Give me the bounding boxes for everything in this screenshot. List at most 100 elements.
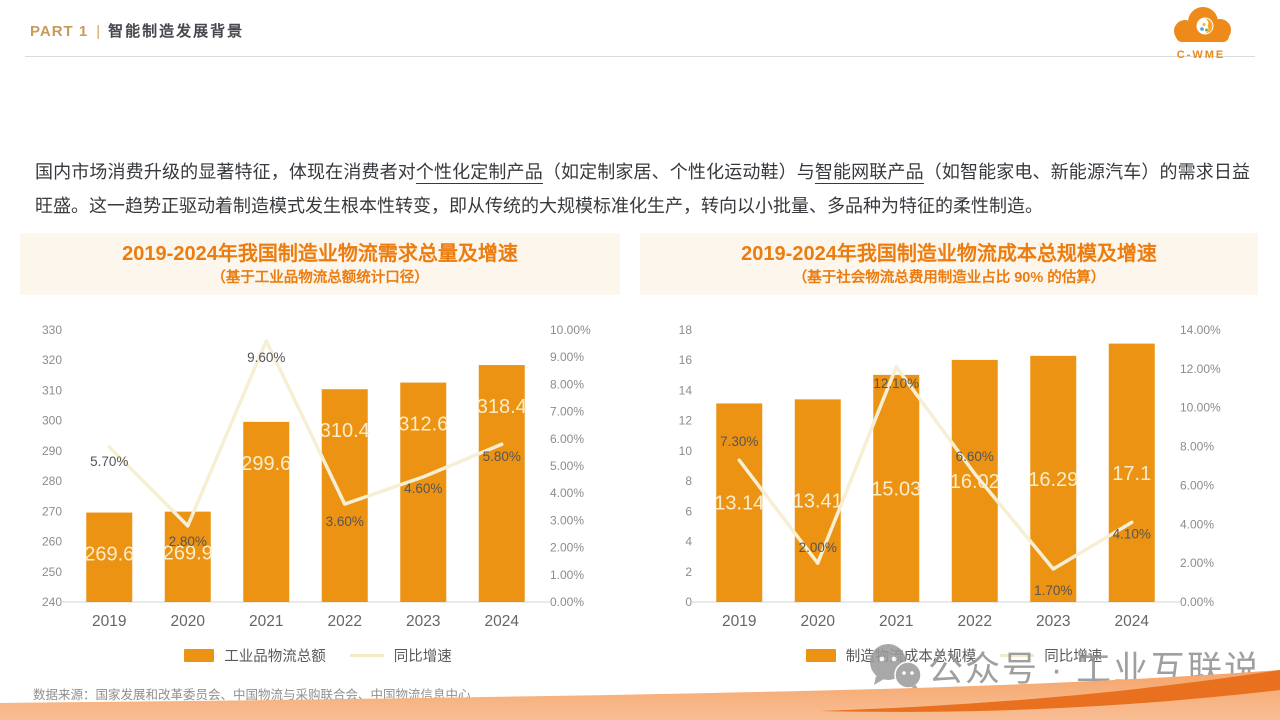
data-source-note: 数据来源：国家发展和改革委员会、中国物流与采购联合会、中国物流信息中心	[33, 688, 471, 702]
left-chart-title-banner: 2019-2024年我国制造业物流需求总量及增速 （基于工业品物流总额统计口径）	[20, 233, 620, 295]
svg-text:9.60%: 9.60%	[247, 350, 285, 365]
company-logo: C-WME	[1158, 4, 1244, 61]
svg-text:6.00%: 6.00%	[550, 432, 584, 446]
line-legend-label: 同比增速	[1044, 649, 1103, 665]
svg-text:4.00%: 4.00%	[550, 486, 584, 500]
bar-legend-swatch	[184, 649, 215, 662]
watermark-text: 公众号 · 工业互联说	[928, 650, 1262, 689]
part-separator: |	[96, 23, 101, 40]
svg-text:4.60%: 4.60%	[404, 481, 442, 496]
svg-text:4.00%: 4.00%	[1180, 517, 1214, 531]
svg-text:0.00%: 0.00%	[550, 595, 584, 609]
svg-text:2019: 2019	[92, 613, 126, 630]
svg-text:17.1: 17.1	[1112, 463, 1151, 485]
svg-text:13.41: 13.41	[793, 491, 843, 513]
left-chart-subtitle: （基于工业品物流总额统计口径）	[211, 270, 429, 286]
svg-text:7.30%: 7.30%	[720, 434, 758, 449]
svg-text:2021: 2021	[249, 613, 283, 630]
intro-segment: （如智能家电、新能源汽车）的需求日益旺盛。这一趋势正驱动着制造模式发生根本性转变…	[35, 162, 1251, 216]
svg-text:6.00%: 6.00%	[1180, 478, 1214, 492]
svg-text:6.60%: 6.60%	[956, 449, 994, 464]
svg-text:5.80%: 5.80%	[483, 449, 521, 464]
svg-text:2.80%: 2.80%	[169, 534, 207, 549]
svg-text:16.29: 16.29	[1028, 469, 1078, 491]
intro-paragraph: 国内市场消费升级的显著特征，体现在消费者对个性化定制产品（如定制家居、个性化运动…	[35, 155, 1250, 223]
slide-header: PART 1 | 智能制造发展背景	[30, 20, 244, 41]
svg-text:2022: 2022	[958, 613, 992, 630]
svg-text:8.00%: 8.00%	[550, 377, 584, 391]
svg-text:12.00%: 12.00%	[1180, 362, 1221, 376]
svg-text:1.70%: 1.70%	[1034, 583, 1072, 598]
svg-text:269.6: 269.6	[84, 544, 134, 566]
logo-text: C-WME	[1176, 49, 1226, 61]
svg-text:2022: 2022	[328, 613, 362, 630]
svg-text:320: 320	[42, 353, 62, 367]
svg-text:310: 310	[42, 383, 62, 397]
svg-text:310.4: 310.4	[320, 420, 370, 442]
svg-text:10.00%: 10.00%	[1180, 401, 1221, 415]
svg-text:5.70%: 5.70%	[90, 454, 128, 469]
svg-text:8: 8	[685, 474, 692, 488]
svg-text:14.00%: 14.00%	[1180, 323, 1221, 337]
svg-text:270: 270	[42, 504, 62, 518]
svg-text:2021: 2021	[879, 613, 913, 630]
svg-text:250: 250	[42, 565, 62, 579]
cloud-logo-icon	[1174, 7, 1231, 42]
svg-text:0: 0	[685, 595, 692, 609]
svg-text:2.00%: 2.00%	[1180, 556, 1214, 570]
line-legend-label: 同比增速	[393, 649, 452, 665]
svg-text:330: 330	[42, 323, 62, 337]
left-chart-legend: 工业品物流总额 同比增速	[18, 645, 618, 666]
svg-text:299.6: 299.6	[241, 453, 291, 475]
svg-text:12: 12	[679, 414, 693, 428]
svg-text:5.00%: 5.00%	[550, 459, 584, 473]
svg-text:2.00%: 2.00%	[550, 541, 584, 555]
svg-text:13.14: 13.14	[714, 493, 764, 515]
svg-text:269.9: 269.9	[163, 543, 213, 565]
right-chart-subtitle: （基于社会物流总费用制造业占比 90% 的估算）	[792, 270, 1106, 286]
svg-text:2: 2	[685, 565, 692, 579]
bar-legend-swatch	[805, 649, 836, 662]
svg-text:12.10%: 12.10%	[873, 376, 919, 391]
svg-text:260: 260	[42, 535, 62, 549]
svg-text:3.60%: 3.60%	[326, 514, 364, 529]
svg-text:4.10%: 4.10%	[1113, 526, 1151, 541]
part-label: PART 1	[30, 23, 89, 40]
wechat-icon	[870, 643, 922, 690]
svg-text:240: 240	[42, 595, 62, 609]
svg-text:300: 300	[42, 414, 62, 428]
svg-text:10.00%: 10.00%	[550, 323, 591, 337]
svg-text:2024: 2024	[1115, 613, 1150, 630]
svg-text:2.00%: 2.00%	[799, 540, 837, 555]
svg-text:290: 290	[42, 444, 62, 458]
svg-text:1.00%: 1.00%	[550, 568, 584, 582]
line-legend-swatch	[349, 654, 384, 657]
svg-text:2019: 2019	[722, 613, 756, 630]
svg-text:2020: 2020	[801, 613, 836, 630]
right-chart-title: 2019-2024年我国制造业物流成本总规模及增速	[741, 243, 1157, 265]
svg-text:10: 10	[679, 444, 693, 458]
section-title: 智能制造发展背景	[108, 23, 245, 40]
svg-text:8.00%: 8.00%	[1180, 440, 1214, 454]
bar-legend-label: 工业品物流总额	[224, 649, 326, 665]
intro-underlined-term: 个性化定制产品	[415, 162, 543, 184]
svg-text:2023: 2023	[406, 613, 440, 630]
svg-text:2020: 2020	[171, 613, 206, 630]
header-divider	[25, 56, 1255, 57]
svg-text:312.6: 312.6	[398, 414, 448, 436]
left-chart-title: 2019-2024年我国制造业物流需求总量及增速	[122, 243, 518, 265]
svg-text:2024: 2024	[485, 613, 520, 630]
svg-text:18: 18	[679, 323, 693, 337]
svg-text:14: 14	[679, 383, 693, 397]
watermark: 公众号 · 工业互联说	[868, 641, 1261, 692]
svg-text:0.00%: 0.00%	[1180, 595, 1214, 609]
intro-underlined-term: 智能网联产品	[814, 162, 924, 184]
intro-segment: 国内市场消费升级的显著特征，体现在消费者对	[35, 162, 416, 182]
svg-text:318.4: 318.4	[477, 396, 527, 418]
logistics-cost-chart: 0 2 4 6 8 10 12 14 16 18 0.00% 2.00% 4.00% 6.00% 8.00%…	[679, 323, 1221, 630]
svg-text:4: 4	[685, 535, 692, 549]
svg-text:16: 16	[679, 353, 693, 367]
svg-text:7.00%: 7.00%	[550, 405, 584, 419]
svg-text:2023: 2023	[1036, 613, 1070, 630]
